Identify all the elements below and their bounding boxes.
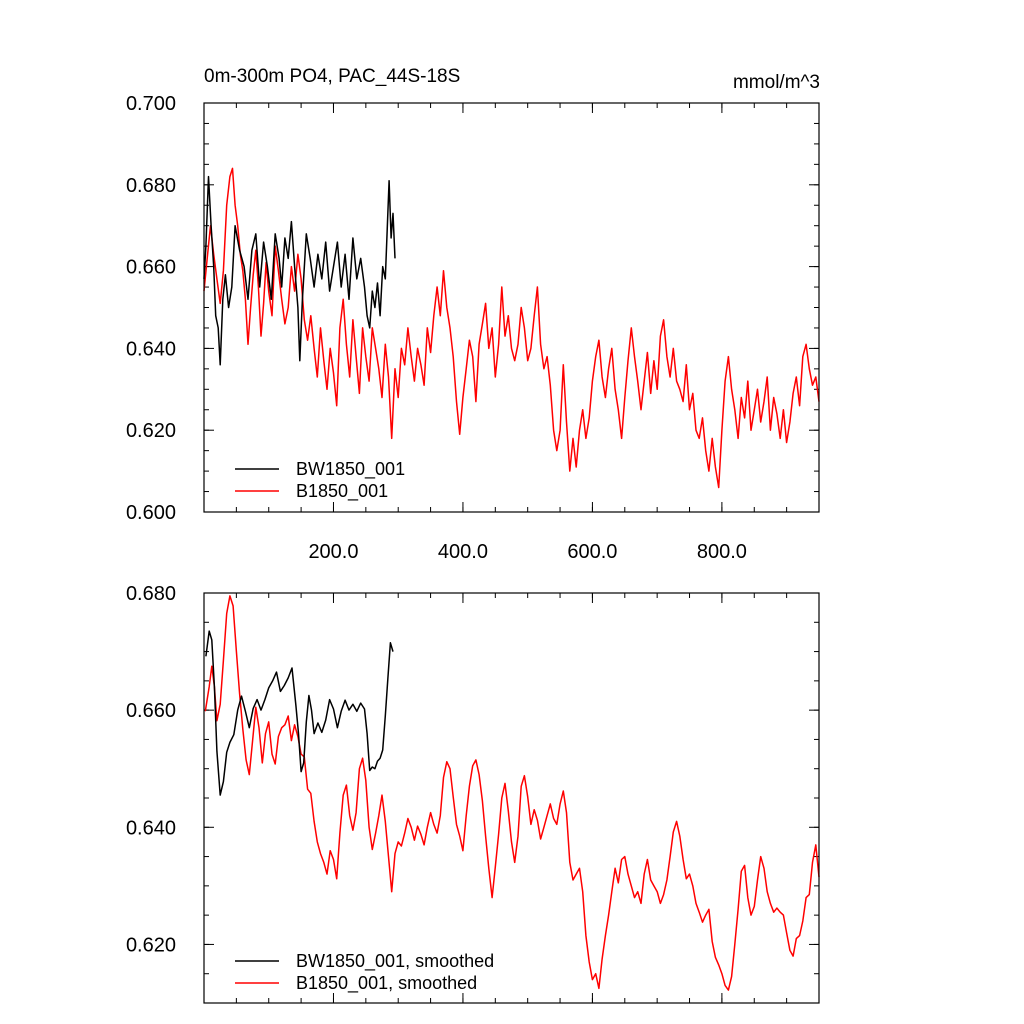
y-tick-label: 0.620 [126,934,176,956]
y-tick-label: 0.640 [126,338,176,360]
y-tick-label: 0.700 [126,93,176,115]
x-tick-label: 400.0 [438,541,488,563]
y-tick-label: 0.640 [126,817,176,839]
x-tick-label: 800.0 [697,541,747,563]
series-line-b1850 [204,595,820,991]
y-tick-label: 0.620 [126,420,176,442]
top-series [203,167,820,489]
series-line-bw1850 [205,630,394,796]
y-tick-label: 0.680 [126,583,176,605]
legend-label: BW1850_001 [296,459,405,480]
y-tick-label: 0.600 [126,502,176,524]
legend-label: B1850_001, smoothed [296,973,477,994]
x-tick-label: 600.0 [567,541,617,563]
series-line-bw1850 [203,175,396,366]
y-tick-label: 0.660 [126,700,176,722]
y-tick-label: 0.680 [126,175,176,197]
top-ticks: 0.600 0.620 0.640 0.660 0.680 0.700 200.0 400.0… [126,93,820,563]
units-label: mmol/m^3 [733,72,820,93]
bottom-plot-frame [203,592,820,1004]
legend-label: BW1850_001, smoothed [296,951,494,972]
bottom-series [204,595,820,991]
bottom-ticks: 0.620 0.640 0.660 0.680 [126,583,820,1004]
chart-title: 0m-300m PO4, PAC_44S-18S [204,66,460,87]
y-tick-label: 0.660 [126,257,176,279]
top-panel: 0m-300m PO4, PAC_44S-18S mmol/m^3 0.6000… [126,66,820,563]
series-line-b1850 [203,167,820,489]
x-tick-label: 200.0 [308,541,358,563]
bottom-panel: 0.620 0.640 0.660 0.680 BW1850_001, smoothe… [126,583,820,1004]
top-plot-frame [203,102,820,513]
legend-label: B1850_001 [296,481,388,502]
